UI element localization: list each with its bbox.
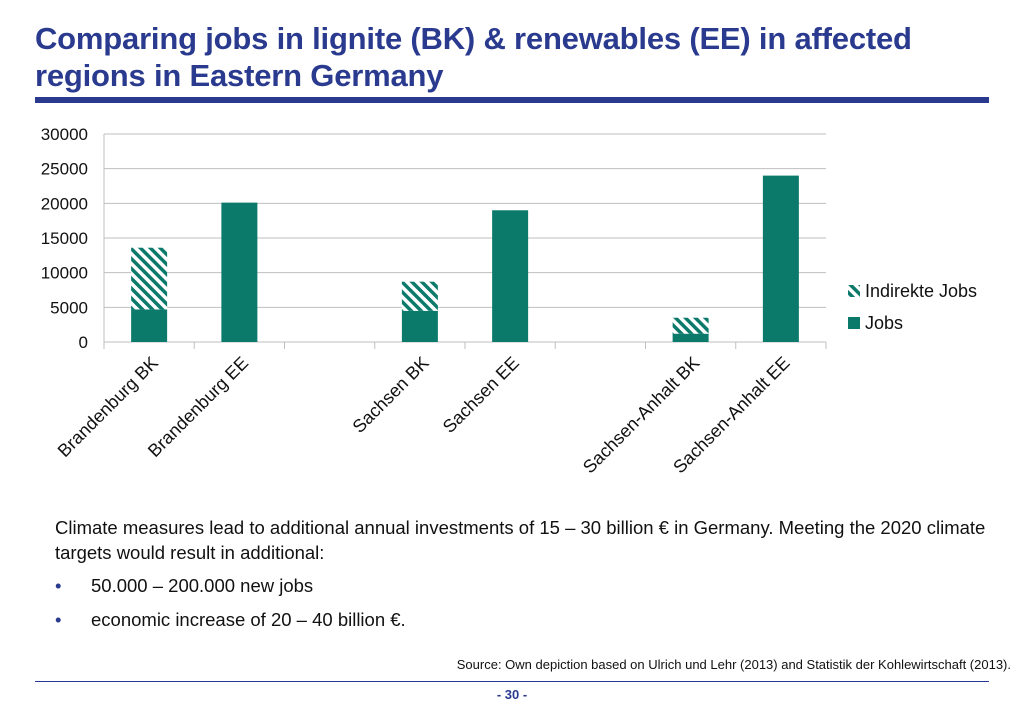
y-tick-label: 5000 bbox=[50, 298, 88, 317]
y-tick-label: 20000 bbox=[41, 194, 88, 213]
bullet-glyph: • bbox=[55, 609, 62, 630]
y-tick-label: 30000 bbox=[41, 125, 88, 144]
bar-jobs bbox=[221, 202, 258, 342]
slide-title: Comparing jobs in lignite (BK) & renewab… bbox=[35, 21, 912, 93]
bullet-list: • 50.000 – 200.000 new jobs • economic i… bbox=[55, 573, 1000, 632]
source-note: Source: Own depiction based on Ulrich un… bbox=[456, 657, 1011, 672]
bullet-item: • economic increase of 20 – 40 billion €… bbox=[55, 607, 1000, 632]
page-number: - 30 - bbox=[496, 687, 528, 702]
gridlines bbox=[103, 133, 827, 349]
legend-swatch bbox=[848, 285, 860, 297]
bar-jobs bbox=[492, 210, 529, 342]
bullet-glyph: • bbox=[55, 575, 62, 596]
bullet-item: • 50.000 – 200.000 new jobs bbox=[55, 573, 1000, 598]
y-tick-label: 25000 bbox=[41, 160, 88, 179]
bullet-text: economic increase of 20 – 40 billion €. bbox=[91, 609, 406, 630]
bars bbox=[131, 175, 799, 342]
x-category-label: Sachsen BK bbox=[349, 353, 433, 437]
x-category-label: Sachsen EE bbox=[439, 353, 523, 437]
x-category-label: Brandenburg EE bbox=[144, 353, 252, 461]
title-divider bbox=[35, 97, 989, 103]
bar-indirekte-jobs bbox=[401, 281, 438, 311]
bullet-text: 50.000 – 200.000 new jobs bbox=[91, 575, 314, 596]
stacked-bar-chart: 0 5000 10000 15000 20000 25000 30000 Brandenbu… bbox=[41, 125, 977, 478]
legend-label: Jobs bbox=[865, 313, 903, 333]
y-tick-label: 15000 bbox=[41, 229, 88, 248]
bar-indirekte-jobs bbox=[672, 317, 709, 334]
body-intro: Climate measures lead to additional annu… bbox=[55, 517, 986, 563]
footer-divider bbox=[35, 681, 989, 682]
legend-label: Indirekte Jobs bbox=[865, 281, 977, 301]
bar-jobs bbox=[401, 310, 438, 342]
y-axis-tick-labels: 0 5000 10000 15000 20000 25000 30000 bbox=[41, 125, 88, 352]
body-text: Climate measures lead to additional annu… bbox=[55, 515, 1000, 641]
bar-jobs bbox=[131, 309, 168, 342]
legend: Indirekte Jobs Jobs bbox=[848, 281, 977, 333]
bar-jobs bbox=[672, 333, 709, 342]
bar-jobs bbox=[762, 175, 799, 342]
y-tick-label: 0 bbox=[79, 333, 88, 352]
bar-indirekte-jobs bbox=[131, 247, 168, 310]
legend-swatch bbox=[848, 317, 860, 329]
y-tick-label: 10000 bbox=[41, 264, 88, 283]
